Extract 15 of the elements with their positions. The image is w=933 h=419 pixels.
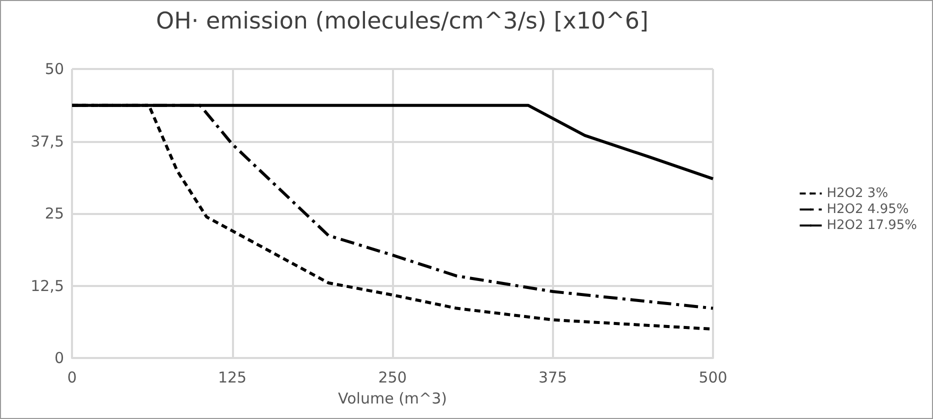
- y-tick-label: 50: [44, 60, 64, 78]
- x-tick-label: 500: [698, 368, 728, 386]
- x-tick-label: 250: [378, 368, 407, 386]
- x-tick-label: 125: [218, 368, 247, 386]
- x-tick-label: 0: [67, 368, 77, 386]
- y-tick-label: 37,5: [30, 132, 64, 150]
- y-tick-label: 0: [54, 349, 64, 367]
- y-tick-label: 25: [44, 204, 64, 222]
- x-axis-title: Volume (m^3): [338, 390, 447, 408]
- chart-title: OH· emission (molecules/cm^3/s) [x10^6]: [156, 8, 648, 34]
- legend-label: H2O2 17.95%: [826, 218, 918, 233]
- x-tick-label: 375: [538, 368, 568, 386]
- legend-label: H2O2 4.95%: [826, 202, 909, 217]
- y-tick-label: 12,5: [30, 276, 64, 295]
- legend-label: H2O2 3%: [826, 186, 888, 201]
